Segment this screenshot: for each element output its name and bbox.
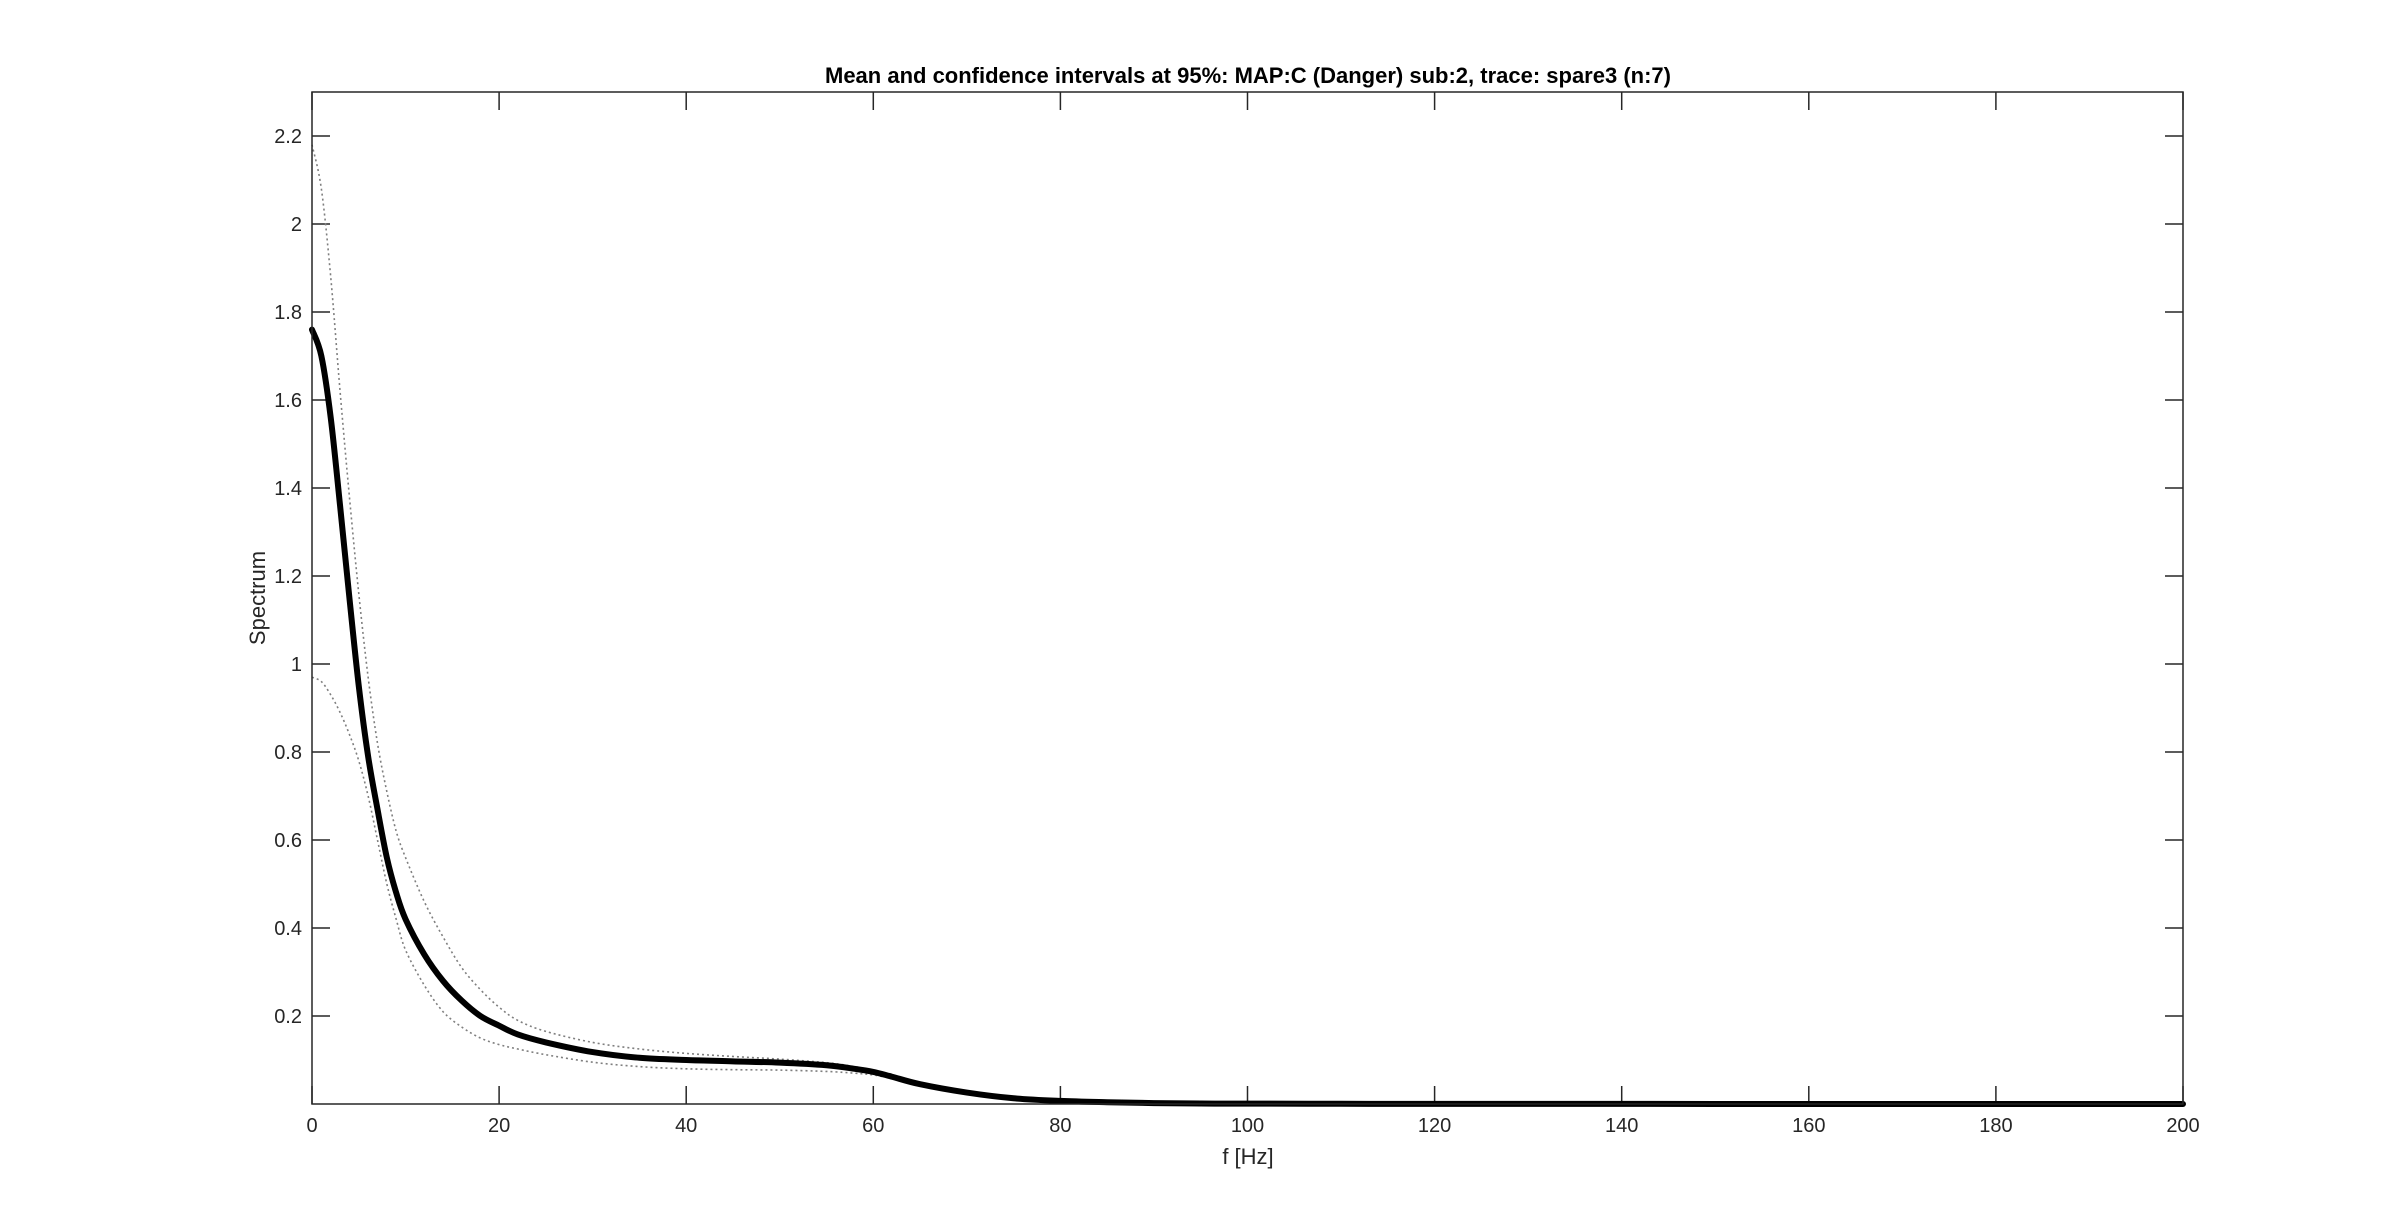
y-tick-label: 0.6: [274, 830, 302, 852]
series-line-lower-ci: [311, 676, 2183, 1105]
y-tick-label: 2.2: [274, 126, 302, 148]
y-tick-label: 1.4: [274, 478, 302, 500]
y-tick-label: 0.4: [274, 918, 302, 940]
x-tick-label: 60: [862, 1115, 884, 1137]
x-axis-label: f [Hz]: [1222, 1144, 1273, 1169]
x-tick-label: 120: [1418, 1115, 1451, 1137]
x-tick-label: 100: [1231, 1115, 1264, 1137]
x-tick-label: 80: [1049, 1115, 1071, 1137]
y-tick-label: 0.2: [274, 1006, 302, 1028]
x-tick-label: 200: [2166, 1115, 2199, 1137]
plot-frame: [311, 91, 2184, 1105]
y-tick-label: 2: [291, 214, 302, 236]
x-tick-label: 140: [1605, 1115, 1638, 1137]
x-tick-label: 180: [1979, 1115, 2012, 1137]
x-tick-label: 20: [488, 1115, 510, 1137]
y-tick-label: 1.8: [274, 302, 302, 324]
x-tick-label: 40: [675, 1115, 697, 1137]
y-tick-label: 1.6: [274, 390, 302, 412]
x-tick-label: 0: [306, 1115, 317, 1137]
y-tick-label: 1.2: [274, 566, 302, 588]
plot-area: [312, 92, 2183, 1104]
x-tick-label: 160: [1792, 1115, 1825, 1137]
chart-title: Mean and confidence intervals at 95%: MA…: [825, 63, 1671, 88]
y-axis-label: Spectrum: [245, 551, 270, 645]
y-axis-ticks: 0.2 0.4 0.6 0.8 1 1.2 1.4 1.6 1.8 2 2.2: [274, 126, 2183, 1028]
y-tick-label: 1: [291, 654, 302, 676]
x-axis-ticks: 0 20 40 60 80 100 120 140 160 180 200: [306, 92, 2200, 1137]
y-tick-label: 0.8: [274, 742, 302, 764]
